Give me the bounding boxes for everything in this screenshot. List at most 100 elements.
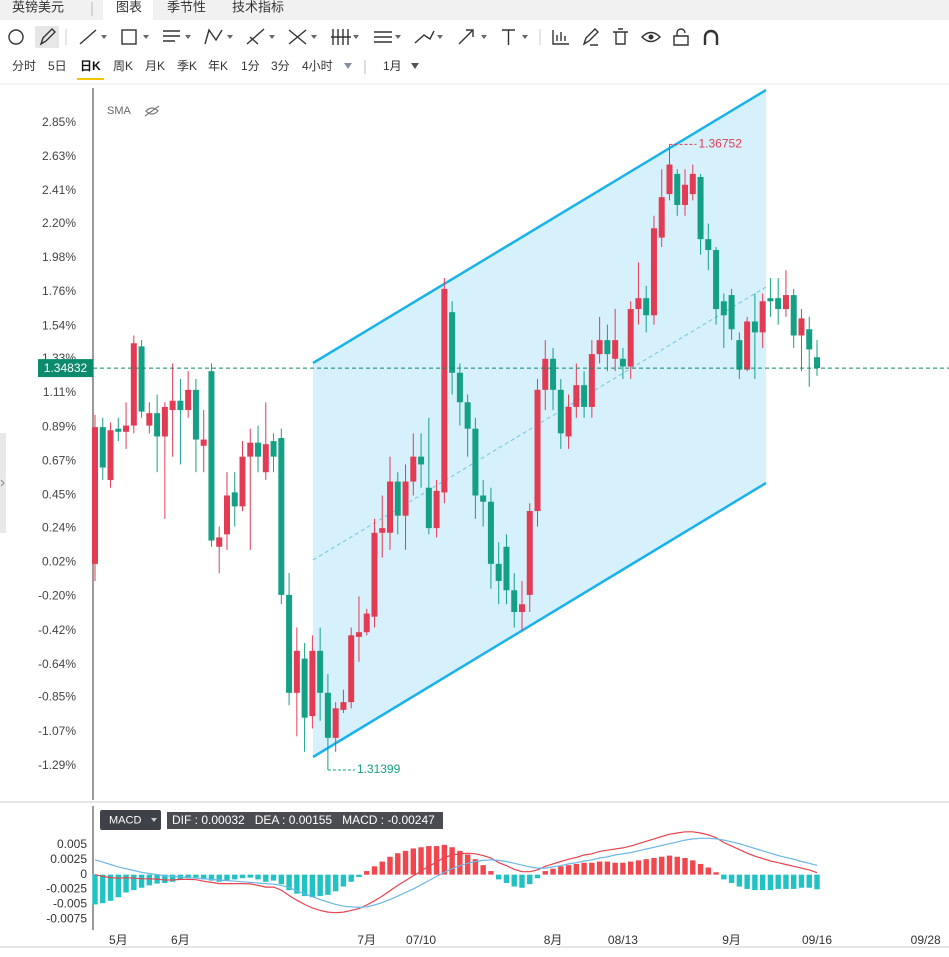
icon-brush[interactable]	[414, 30, 435, 44]
candle-body	[790, 295, 797, 336]
indicator-eye-icon[interactable]	[144, 105, 160, 117]
period[interactable]: 分时	[12, 59, 36, 73]
candle-body	[255, 442, 262, 457]
candle-body	[324, 692, 331, 738]
macd-bar	[301, 874, 308, 897]
period[interactable]: 月K	[145, 59, 165, 73]
macd-bar	[457, 850, 463, 875]
period[interactable]: 1分	[241, 59, 260, 73]
period[interactable]: 年K	[208, 59, 228, 73]
indicator-label: SMA	[107, 105, 132, 117]
candle-body	[177, 400, 184, 411]
icon-cursor[interactable]	[8, 29, 24, 45]
icon-line[interactable]	[79, 29, 97, 45]
macd-bar	[558, 866, 564, 875]
icon-edit[interactable]	[582, 28, 599, 46]
period[interactable]: 季K	[177, 59, 197, 73]
macd-bar	[612, 862, 618, 875]
macd-bar	[247, 874, 253, 878]
icon-arrow[interactable]	[458, 29, 474, 45]
candle-body	[449, 312, 456, 373]
macd-bar	[728, 874, 735, 883]
y-tick-label: -1.29%	[38, 758, 76, 772]
caret	[522, 35, 528, 39]
candle-body	[262, 444, 269, 473]
candle-body	[658, 197, 665, 238]
icon-cross[interactable]	[288, 29, 307, 45]
y-tick-label: 1.54%	[42, 318, 76, 332]
side-handle[interactable]	[0, 433, 6, 533]
caret[interactable]	[411, 63, 419, 69]
icon-rect[interactable]	[121, 29, 137, 45]
icon-fib[interactable]	[163, 30, 180, 42]
period-more[interactable]: 1月	[383, 59, 402, 73]
candle-body	[550, 358, 557, 390]
icon-text[interactable]	[502, 29, 515, 45]
caret[interactable]	[344, 63, 352, 69]
period[interactable]: 周K	[113, 59, 133, 73]
icon-trend[interactable]	[246, 28, 265, 45]
x-tick-label: 9月	[722, 933, 741, 947]
y-tick-label: 1.11%	[43, 385, 76, 399]
tab[interactable]: 图表	[116, 0, 142, 14]
candle-body	[573, 385, 580, 407]
candle-body	[146, 413, 153, 426]
candle-body	[402, 481, 409, 516]
icon-pitchfork[interactable]	[331, 29, 351, 45]
candle-body	[433, 490, 440, 529]
candle-body	[286, 594, 293, 693]
macd-dropdown[interactable]	[100, 810, 161, 830]
y-tick-label: 2.41%	[42, 183, 76, 197]
icon-levels[interactable]	[374, 31, 392, 43]
icon-pen[interactable]	[39, 28, 56, 46]
icon-eye[interactable]	[641, 31, 661, 43]
macd-bar	[426, 846, 432, 875]
macd-bar	[107, 874, 114, 901]
candle-body	[814, 357, 820, 369]
macd-bar	[674, 856, 680, 875]
macd-bar	[193, 874, 199, 878]
candle-body	[751, 321, 758, 333]
icon-magnet[interactable]	[703, 29, 719, 45]
period[interactable]: 5日	[48, 59, 67, 73]
icon-measure[interactable]	[552, 30, 569, 45]
tab[interactable]: 技术指标	[232, 0, 284, 14]
candle-body	[697, 177, 704, 240]
macd-bar	[573, 863, 580, 875]
macd-bar	[270, 874, 277, 881]
macd-bar	[200, 874, 207, 880]
y-tick-label: 1.76%	[42, 284, 76, 298]
candle-body	[612, 340, 619, 359]
candle-body	[503, 546, 510, 591]
period[interactable]: 4小时	[302, 59, 333, 73]
macd-bar	[651, 857, 657, 875]
macd-bar	[418, 847, 424, 875]
period-active[interactable]: 日K	[80, 59, 101, 73]
macd-bar	[224, 874, 230, 881]
macd-bar	[185, 874, 191, 879]
macd-bar	[759, 874, 766, 891]
candle-body	[472, 428, 479, 496]
channel-upper	[312, 88, 767, 365]
icon-lock[interactable]	[673, 28, 689, 46]
tab[interactable]: 季节性	[167, 0, 206, 14]
y-tick-label: -0.20%	[38, 589, 76, 603]
x-tick-label: 09/16	[802, 933, 832, 947]
macd-bar	[364, 871, 370, 875]
macd-line	[94, 831, 818, 914]
macd-bar	[542, 871, 548, 875]
icon-delete[interactable]	[613, 28, 628, 45]
period[interactable]: 3分	[271, 59, 290, 73]
candle-body	[596, 340, 603, 355]
candle-body	[92, 427, 98, 564]
icon-pattern[interactable]	[204, 28, 223, 45]
candle-body	[518, 604, 525, 613]
macd-bar	[340, 874, 347, 887]
candle-body	[495, 563, 502, 581]
y-tick-label: 2.20%	[42, 216, 76, 230]
y-tick-label: 0.005	[57, 837, 87, 851]
macd-bar	[472, 859, 479, 875]
x-tick-label: 09/28	[911, 933, 941, 947]
candle-body	[627, 309, 634, 367]
